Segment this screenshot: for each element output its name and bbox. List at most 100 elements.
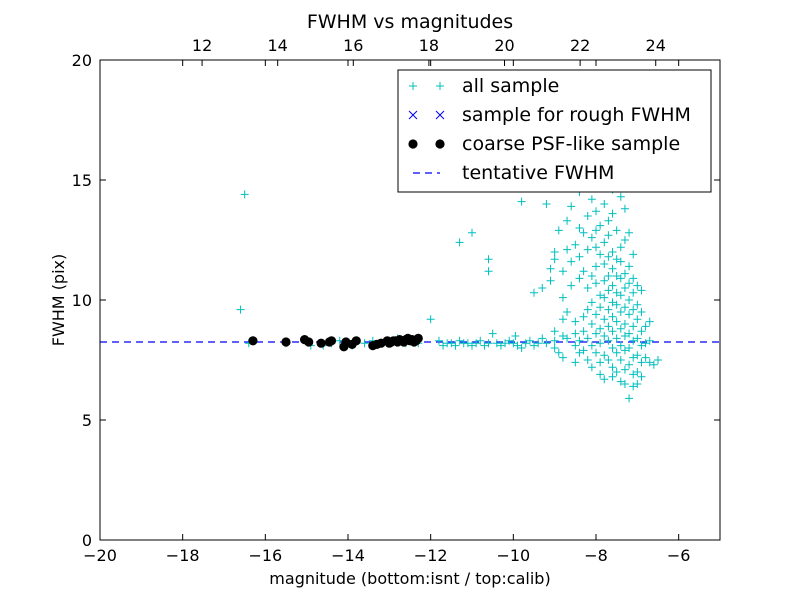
all-sample-point xyxy=(620,365,629,374)
all-sample-point xyxy=(629,336,638,345)
all-sample-point xyxy=(612,288,621,297)
all-sample-point xyxy=(579,346,588,355)
psf-like-point xyxy=(281,337,291,347)
all-sample-point xyxy=(604,356,613,364)
all-sample-point xyxy=(583,245,592,254)
all-sample-point xyxy=(501,339,510,348)
all-sample-point xyxy=(633,315,642,324)
all-sample-point xyxy=(592,310,600,319)
all-sample-point xyxy=(637,286,646,295)
legend: all sample sample for rough FWHM coarse PS… xyxy=(397,69,712,193)
all-sample-point xyxy=(571,329,580,338)
all-sample-point xyxy=(620,284,629,292)
all-sample-point xyxy=(583,334,592,343)
all-sample-point xyxy=(633,334,642,343)
x-tick-label: −12 xyxy=(414,546,448,565)
all-sample-point xyxy=(550,255,559,264)
all-sample-point xyxy=(592,348,600,357)
all-sample-point xyxy=(629,322,638,331)
all-sample-point xyxy=(575,336,584,345)
all-sample-point xyxy=(468,228,476,237)
all-sample-point xyxy=(608,327,617,336)
all-sample-point xyxy=(587,195,596,204)
all-sample-point xyxy=(604,216,613,225)
all-sample-point xyxy=(649,360,658,369)
all-sample-point xyxy=(558,293,567,302)
all-sample-point xyxy=(575,252,584,261)
plot-frame xyxy=(99,59,721,541)
all-sample-point xyxy=(600,276,609,285)
all-sample-point xyxy=(641,339,650,348)
all-sample-point xyxy=(604,272,613,280)
all-sample-point xyxy=(554,348,563,357)
all-sample-point xyxy=(645,317,654,326)
all-sample-point xyxy=(542,200,551,208)
all-sample-point xyxy=(554,226,563,235)
all-sample-point xyxy=(625,310,634,319)
all-sample-point xyxy=(492,339,501,348)
all-sample-point xyxy=(546,264,555,273)
all-sample-point xyxy=(542,339,551,348)
all-sample-point xyxy=(575,224,584,232)
all-sample-point xyxy=(447,339,456,348)
all-sample-point xyxy=(612,368,621,376)
all-sample-point xyxy=(637,358,646,367)
all-sample-point xyxy=(608,298,617,307)
x-tick-label: −14 xyxy=(331,546,365,565)
all-sample-point xyxy=(608,248,617,256)
all-sample-point xyxy=(629,288,638,297)
all-sample-point xyxy=(612,255,621,264)
all-sample-point xyxy=(608,372,617,381)
all-sample-point xyxy=(637,327,646,336)
x-tick-label: −16 xyxy=(248,546,282,565)
legend-plus-marker xyxy=(436,82,444,90)
all-sample-point xyxy=(608,281,617,290)
x-tick-label: −6 xyxy=(667,546,691,565)
all-sample-point xyxy=(596,339,605,348)
all-sample-point xyxy=(608,363,617,372)
all-sample-point xyxy=(608,312,617,321)
all-sample-point xyxy=(472,339,481,348)
legend-x-marker xyxy=(408,110,418,120)
legend-entry-label: tentative FWHM xyxy=(462,162,614,184)
x-tick-label: −10 xyxy=(496,546,530,565)
all-sample-point xyxy=(629,305,638,314)
all-sample-point xyxy=(587,320,596,328)
all-sample-point xyxy=(625,329,634,338)
legend-circle-marker xyxy=(435,139,445,149)
top-x-tick-label: 14 xyxy=(268,36,288,55)
all-sample-point xyxy=(587,341,596,350)
all-sample-point xyxy=(583,305,592,314)
all-sample-point xyxy=(629,382,638,391)
all-sample-point xyxy=(612,334,621,343)
all-sample-point xyxy=(637,372,646,381)
all-sample-point xyxy=(641,322,650,331)
x-tick-label: −18 xyxy=(166,546,200,565)
all-sample-point xyxy=(620,320,629,328)
all-sample-point xyxy=(592,262,600,271)
all-sample-point xyxy=(521,339,530,348)
all-sample-point xyxy=(625,228,634,237)
all-sample-point xyxy=(629,353,638,362)
all-sample-point xyxy=(451,341,460,350)
all-sample-point xyxy=(629,274,638,283)
psf-like-point xyxy=(304,337,314,347)
all-sample-point xyxy=(583,212,592,220)
all-sample-point xyxy=(439,341,448,350)
all-sample-point xyxy=(604,286,613,295)
all-sample-point xyxy=(550,327,559,336)
all-sample-point xyxy=(550,344,559,352)
all-sample-point xyxy=(596,291,605,300)
all-sample-point xyxy=(455,238,464,247)
all-sample-point xyxy=(633,300,642,309)
all-sample-point xyxy=(633,281,642,290)
top-x-tick-label: 12 xyxy=(192,36,212,55)
all-sample-point xyxy=(620,380,629,388)
y-tick-label: 10 xyxy=(72,291,92,310)
all-sample-point xyxy=(583,356,592,364)
all-sample-point xyxy=(604,305,613,314)
all-sample-point xyxy=(637,341,646,350)
all-sample-point xyxy=(612,226,621,235)
psf-like-point xyxy=(326,336,337,346)
